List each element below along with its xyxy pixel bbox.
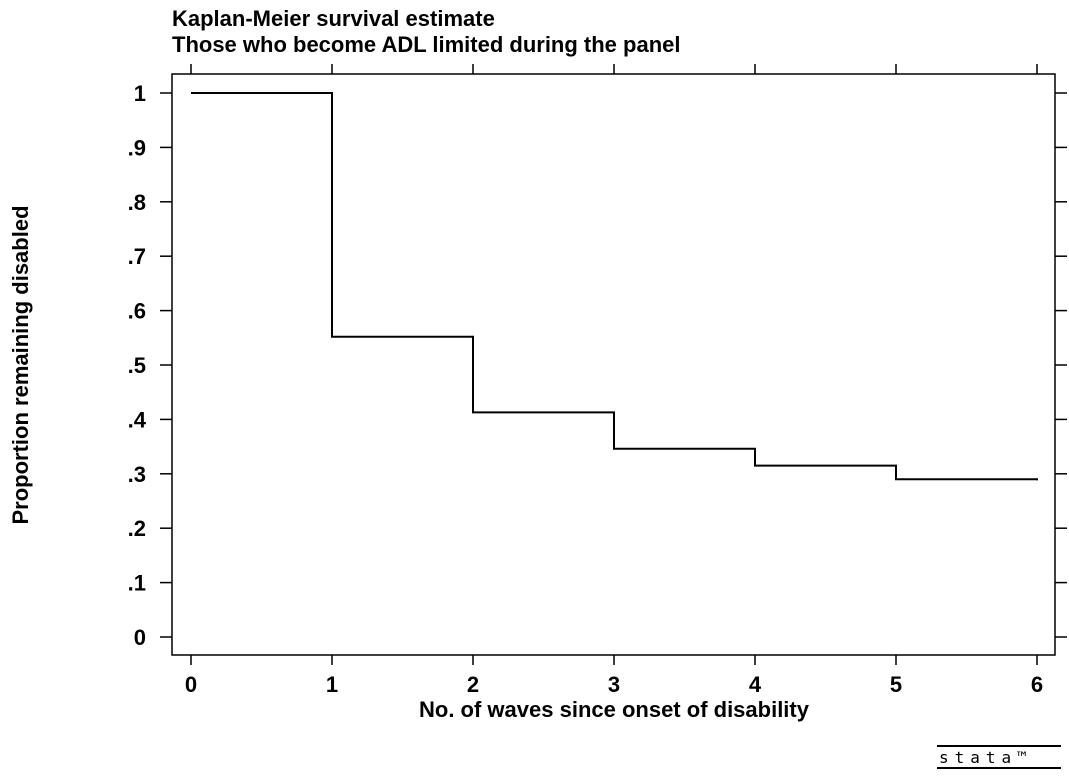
x-tick-label: 3 (608, 672, 620, 697)
plot-frame (171, 73, 1056, 656)
stata-logo-text: stata™ (939, 748, 1033, 767)
stata-logo: stata™ (937, 745, 1061, 769)
y-tick-label: .4 (128, 407, 147, 432)
x-axis-top (190, 64, 1038, 74)
x-axis: 0 1 2 3 4 5 6 (185, 655, 1043, 697)
y-tick-label: .1 (128, 571, 146, 596)
survival-step-line (191, 92, 1038, 481)
y-axis-right (1055, 92, 1067, 638)
chart-title: Kaplan-Meier survival estimate (172, 6, 495, 31)
x-tick-label: 4 (749, 672, 762, 697)
x-axis-label: No. of waves since onset of disability (419, 697, 810, 722)
chart-subtitle: Those who become ADL limited during the … (172, 32, 681, 57)
x-tick-label: 5 (890, 672, 902, 697)
y-tick-label: .9 (128, 135, 146, 160)
y-axis: 0 .1 .2 .3 .4 .5 .6 .7 .8 .9 1 (128, 81, 172, 650)
y-tick-label: .3 (128, 462, 146, 487)
y-tick-label: .8 (128, 190, 146, 215)
x-tick-label: 0 (185, 672, 197, 697)
y-tick-label: 0 (134, 625, 146, 650)
x-tick-label: 6 (1031, 672, 1043, 697)
y-axis-label: Proportion remaining disabled (8, 205, 33, 524)
y-tick-label: .7 (128, 244, 146, 269)
y-tick-label: .5 (128, 353, 146, 378)
y-tick-label: .6 (128, 299, 146, 324)
y-tick-label: .2 (128, 516, 146, 541)
x-tick-label: 2 (467, 672, 479, 697)
x-tick-label: 1 (326, 672, 338, 697)
y-tick-label: 1 (134, 81, 146, 106)
